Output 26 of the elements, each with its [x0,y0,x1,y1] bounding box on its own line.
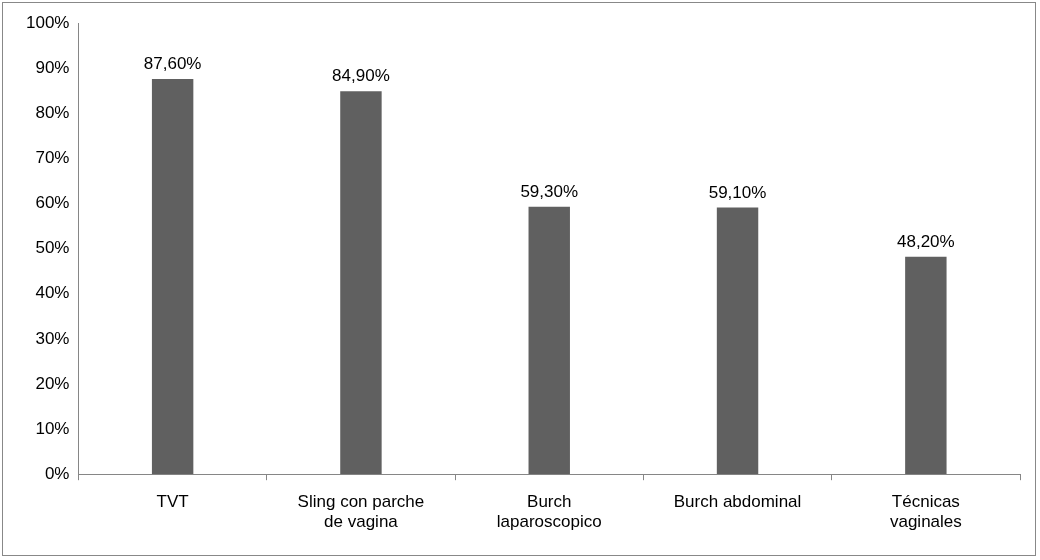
x-tick-label: TVT [156,492,189,512]
x-tick-label: Burch laparoscopico [496,492,602,532]
data-label: 59,10% [708,182,767,202]
y-tick-label: 50% [35,238,70,258]
y-tick-label: 10% [35,418,70,438]
bar [151,78,194,475]
data-label: 48,20% [897,231,955,251]
y-tick-label: 30% [35,328,70,348]
bar [905,256,947,475]
data-label: 87,60% [143,54,202,74]
bar [716,207,759,475]
y-tick-label: 90% [35,57,70,77]
y-tick-label: 70% [35,148,70,168]
x-tick-label: Sling con parche de vagina [297,492,425,532]
y-tick-label: 100% [26,12,70,32]
x-tick-label: Burch abdominal [673,492,802,512]
data-label: 84,90% [332,66,390,86]
x-tick-label: Técnicas vaginales [889,492,962,532]
data-label: 59,30% [520,181,579,201]
y-tick-label: 0% [44,463,70,483]
bar [340,91,382,475]
y-tick-label: 80% [35,102,70,122]
y-tick-label: 20% [35,373,70,393]
y-tick-label: 60% [35,193,70,213]
bar [528,206,570,475]
y-tick-label: 40% [35,283,70,303]
